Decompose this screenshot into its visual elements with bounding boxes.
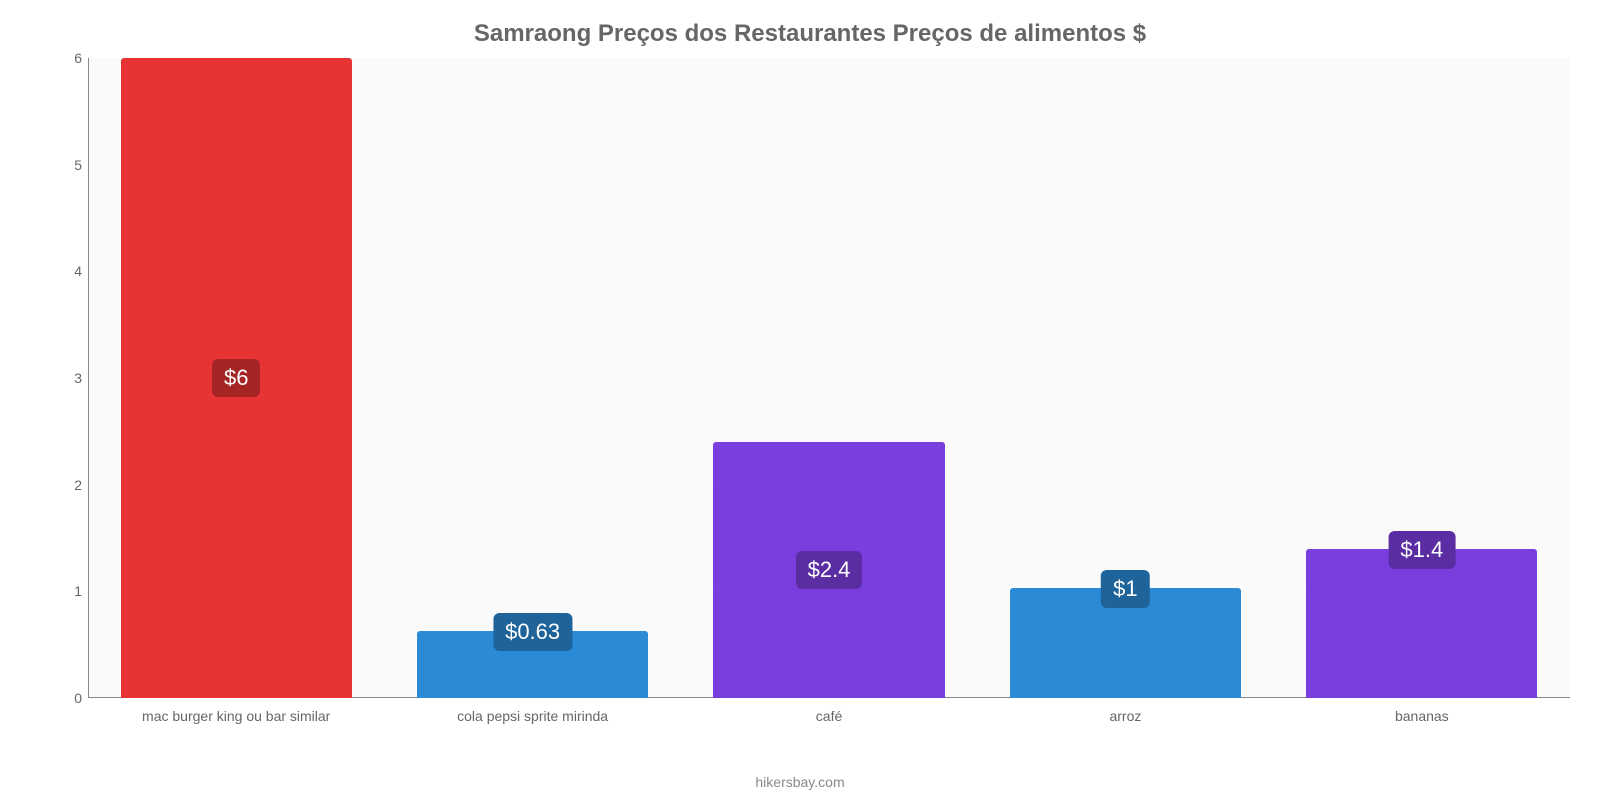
y-axis: 0123456: [50, 58, 88, 698]
x-category-label: café: [681, 708, 977, 724]
y-tick-label: 2: [50, 477, 82, 493]
y-tick-label: 4: [50, 263, 82, 279]
value-badge: $2.4: [796, 551, 863, 589]
y-tick-label: 3: [50, 370, 82, 386]
y-tick-label: 1: [50, 583, 82, 599]
bar-slot: $1arroz: [977, 58, 1273, 698]
bar: $2.4: [713, 442, 944, 698]
bar-slot: $2.4café: [681, 58, 977, 698]
value-badge: $1: [1101, 570, 1149, 608]
bar: $6: [121, 58, 352, 698]
x-category-label: arroz: [977, 708, 1273, 724]
bar: $1: [1010, 588, 1241, 698]
bar: $0.63: [417, 631, 648, 698]
x-category-label: cola pepsi sprite mirinda: [384, 708, 680, 724]
bar: $1.4: [1306, 549, 1537, 698]
y-tick-label: 6: [50, 50, 82, 66]
bar-slot: $1.4bananas: [1274, 58, 1570, 698]
y-tick-label: 0: [50, 690, 82, 706]
value-badge: $0.63: [493, 613, 572, 651]
bar-slot: $0.63cola pepsi sprite mirinda: [384, 58, 680, 698]
plot-wrap: 0123456 $6mac burger king ou bar similar…: [50, 58, 1570, 698]
value-badge: $1.4: [1388, 531, 1455, 569]
chart-container: Samraong Preços dos Restaurantes Preços …: [0, 0, 1600, 800]
x-category-label: bananas: [1274, 708, 1570, 724]
y-tick-label: 5: [50, 157, 82, 173]
footer-text: hikersbay.com: [0, 774, 1600, 790]
value-badge: $6: [212, 359, 260, 397]
chart-title: Samraong Preços dos Restaurantes Preços …: [50, 20, 1570, 48]
bars-row: $6mac burger king ou bar similar$0.63col…: [88, 58, 1570, 698]
bar-slot: $6mac burger king ou bar similar: [88, 58, 384, 698]
plot-area: $6mac burger king ou bar similar$0.63col…: [88, 58, 1570, 698]
x-category-label: mac burger king ou bar similar: [88, 708, 384, 724]
